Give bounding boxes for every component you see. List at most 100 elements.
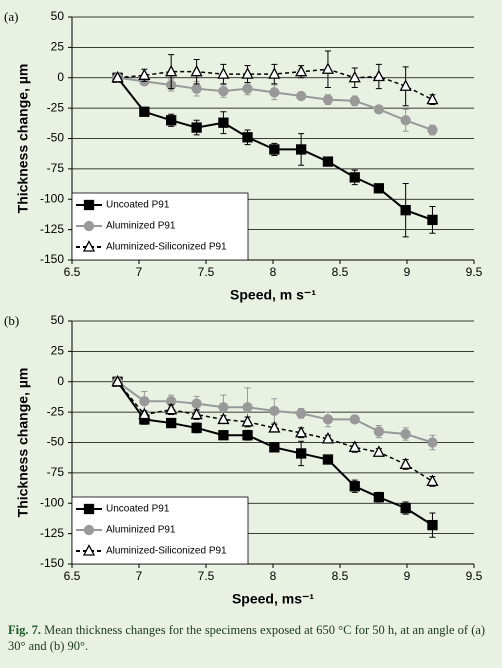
panel-label: (b) <box>4 313 19 328</box>
data-point <box>322 94 334 105</box>
x-tick-label: 7 <box>136 569 143 583</box>
data-point <box>349 172 360 183</box>
data-point <box>372 445 385 457</box>
data-point <box>427 214 438 226</box>
data-point <box>190 407 203 420</box>
data-point <box>349 414 360 425</box>
data-point <box>218 85 229 97</box>
data-point <box>295 90 307 102</box>
data-point <box>191 122 202 133</box>
x-tick-label: 7.5 <box>198 569 215 583</box>
data-point <box>190 64 203 77</box>
x-tick-label: 9.5 <box>466 569 483 583</box>
y-tick-label: -50 <box>47 435 65 449</box>
legend-marker <box>83 199 95 211</box>
caption-text: Mean thickness changes for the specimens… <box>8 623 486 653</box>
x-tick-label: 7.5 <box>198 265 215 279</box>
data-point <box>269 442 280 453</box>
data-point <box>269 87 280 98</box>
y-tick-label: -75 <box>47 465 65 479</box>
y-tick-label: 25 <box>51 40 65 54</box>
data-point <box>373 183 385 194</box>
legend-marker <box>82 240 96 252</box>
y-tick-label: -75 <box>47 161 65 175</box>
data-point <box>218 117 229 128</box>
data-point <box>165 402 178 415</box>
data-point <box>242 83 253 94</box>
data-point <box>427 437 438 448</box>
data-point <box>295 425 308 438</box>
y-tick-label: 50 <box>51 313 65 327</box>
data-point <box>321 62 335 74</box>
x-tick-label: 9 <box>404 569 411 583</box>
data-point <box>191 422 202 434</box>
data-point <box>111 70 124 83</box>
series-line <box>117 76 433 131</box>
data-point <box>269 144 280 155</box>
data-point <box>268 67 281 79</box>
data-point <box>295 408 307 419</box>
x-tick-label: 8.5 <box>332 569 349 583</box>
data-point <box>400 205 411 216</box>
x-axis-label: Speed, ms⁻¹ <box>232 591 314 607</box>
y-tick-label: -125 <box>40 222 64 236</box>
legend-label: Aluminized-Siliconized P91 <box>106 242 227 253</box>
legend-marker <box>82 544 96 556</box>
data-point <box>217 412 230 425</box>
y-tick-label: -50 <box>47 131 65 145</box>
data-point <box>348 440 361 453</box>
data-point <box>400 428 411 440</box>
y-tick-label: -125 <box>40 526 64 540</box>
legend-label: Aluminized P91 <box>106 221 176 232</box>
data-point <box>217 67 230 79</box>
data-point <box>268 421 281 433</box>
caption-label: Fig. 7. <box>8 623 41 637</box>
data-point <box>218 430 229 441</box>
data-point <box>295 144 307 155</box>
data-point <box>400 115 411 126</box>
legend-label: Aluminized P91 <box>106 525 176 536</box>
data-point <box>427 519 438 531</box>
panel-label: (a) <box>4 9 18 24</box>
data-point <box>322 454 334 465</box>
data-point <box>242 402 253 413</box>
data-point <box>373 492 385 503</box>
y-axis-label: Thickness change, µm <box>15 64 31 214</box>
data-point <box>399 457 412 470</box>
data-point <box>321 431 335 444</box>
y-tick-label: -100 <box>40 495 64 509</box>
data-point <box>138 407 151 420</box>
data-point <box>269 405 280 417</box>
x-tick-label: 6.5 <box>64 265 81 279</box>
data-point <box>373 104 385 115</box>
data-point <box>372 69 385 82</box>
data-point <box>165 64 178 77</box>
data-point <box>191 398 202 409</box>
x-tick-label: 8.5 <box>332 265 349 279</box>
data-point <box>242 132 253 143</box>
data-point <box>322 414 334 425</box>
legend-marker <box>83 524 95 536</box>
y-tick-label: -100 <box>40 191 64 205</box>
data-point <box>373 426 385 437</box>
y-axis-label: Thickness change, µm <box>15 368 31 518</box>
legend-label: Uncoated P91 <box>106 200 170 211</box>
x-tick-label: 8 <box>270 265 277 279</box>
data-point <box>139 396 150 407</box>
x-tick-label: 9 <box>404 265 411 279</box>
data-point <box>427 124 438 136</box>
data-point <box>166 115 177 126</box>
data-point <box>322 156 334 167</box>
data-point <box>349 481 360 492</box>
data-point <box>166 417 177 429</box>
data-point <box>241 414 254 427</box>
y-tick-label: 50 <box>51 9 65 23</box>
data-point <box>295 448 307 459</box>
data-point <box>242 430 253 441</box>
y-tick-label: 25 <box>51 344 65 358</box>
data-point <box>241 67 254 79</box>
data-point <box>191 83 202 94</box>
legend-label: Uncoated P91 <box>106 504 170 515</box>
